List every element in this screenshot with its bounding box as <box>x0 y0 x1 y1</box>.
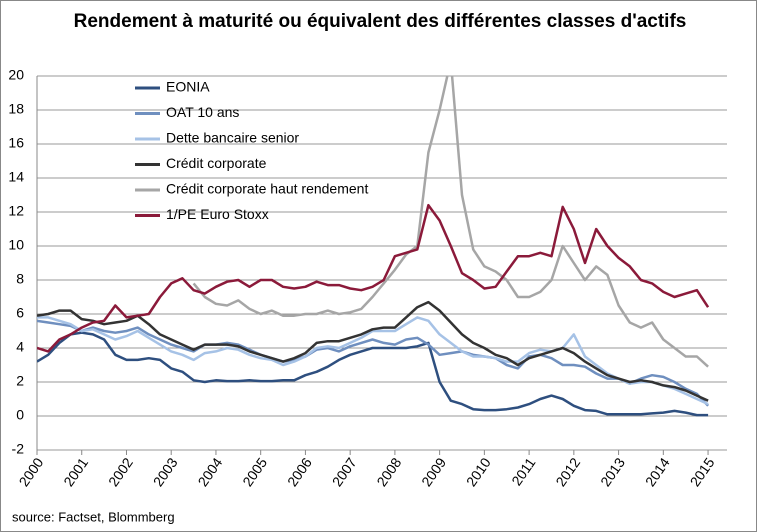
source: source: Factset, Blommberg <box>12 509 175 524</box>
y-tick-label: 6 <box>16 305 24 321</box>
y-tick-label: 4 <box>16 339 24 355</box>
legend-label: Crédit corporate <box>166 155 267 171</box>
legend-label: 1/PE Euro Stoxx <box>166 206 269 222</box>
series-line <box>37 331 709 417</box>
y-tick-label: 12 <box>8 203 24 219</box>
legend-label: Dette bancaire senior <box>166 130 299 146</box>
x-tick-label: 2013 <box>597 455 628 490</box>
x-tick-label: 2015 <box>687 455 718 490</box>
x-tick-label: 2000 <box>16 455 47 490</box>
legend-label: Crédit corporate haut rendement <box>166 181 368 197</box>
grid <box>36 75 727 455</box>
y-tick-label: 16 <box>8 135 24 151</box>
x-tick-label: 2006 <box>284 455 315 490</box>
series-line <box>37 203 710 353</box>
y-tick-label: 8 <box>16 271 24 287</box>
legend-label: EONIA <box>166 79 210 95</box>
y-tick-label: -2 <box>12 441 25 457</box>
series-line <box>37 319 710 407</box>
x-tick-label: 2001 <box>60 455 91 490</box>
x-tick-label: 2004 <box>194 455 225 490</box>
legend-label: OAT 10 ans <box>166 104 239 120</box>
x-tick-label: 2014 <box>642 455 673 490</box>
x-tick-label: 2009 <box>418 455 449 490</box>
y-tick-label: 2 <box>16 373 24 389</box>
series-line <box>37 316 709 406</box>
x-tick-label: 2010 <box>463 455 494 490</box>
y-tick-label: 14 <box>8 169 24 185</box>
x-tick-label: 2012 <box>552 455 583 490</box>
y-tick-label: 20 <box>8 67 24 83</box>
x-tick-label: 2002 <box>105 455 136 490</box>
x-tick-label: 2005 <box>239 455 270 490</box>
y-tick-label: 0 <box>16 407 24 423</box>
y-tick-label: 10 <box>8 237 24 253</box>
x-tick-label: 2008 <box>373 455 404 490</box>
y-tick-label: 18 <box>8 101 24 117</box>
x-tick-label: 2011 <box>508 454 538 488</box>
x-tick-label: 2007 <box>329 455 360 490</box>
series-line <box>192 76 709 368</box>
lines <box>37 76 710 417</box>
chart-title: Rendement à maturité ou équivalent des d… <box>73 11 687 32</box>
x-tick-label: 2003 <box>150 455 181 490</box>
series-line <box>37 300 709 402</box>
